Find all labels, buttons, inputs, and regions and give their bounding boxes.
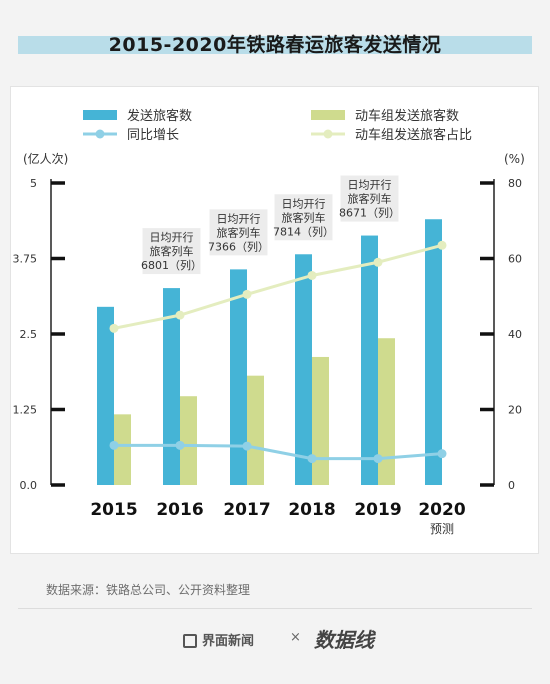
x-tick-label: 2019 bbox=[354, 500, 401, 520]
share-point bbox=[307, 270, 317, 280]
brand-icon bbox=[183, 634, 197, 648]
page-title: 2015-2020年铁路春运旅客发送情况 bbox=[108, 34, 442, 56]
annotation-text: 日均开行 bbox=[348, 179, 392, 192]
bar-total bbox=[295, 254, 312, 485]
legend-swatch bbox=[83, 110, 117, 120]
source-note: 数据来源：铁路总公司、公开资料整理 bbox=[46, 583, 251, 597]
footer-separator: × bbox=[290, 630, 301, 645]
share-point bbox=[242, 289, 252, 299]
footer: 界面新闻 × 数据线 bbox=[0, 624, 550, 658]
y-right-tick-label: 60 bbox=[508, 253, 522, 266]
bar-emu bbox=[247, 375, 264, 485]
share-point bbox=[437, 240, 447, 250]
legend-label: 发送旅客数 bbox=[127, 108, 192, 124]
annotation-text: 旅客列车 bbox=[282, 210, 326, 224]
x-tick-label: 2016 bbox=[156, 500, 203, 520]
title-band: 2015-2020年铁路春运旅客发送情况 bbox=[0, 30, 550, 58]
bar-emu bbox=[378, 338, 395, 485]
bar-emu bbox=[180, 396, 197, 485]
x-tick-label: 2015 bbox=[90, 500, 137, 520]
legend-label: 动车组发送旅客数 bbox=[355, 108, 459, 124]
share-point bbox=[109, 323, 119, 333]
annotation-text: 旅客列车 bbox=[150, 244, 194, 258]
annotation-text: 旅客列车 bbox=[348, 192, 392, 206]
y-right-tick-label: 20 bbox=[508, 404, 522, 417]
y-right-tick-label: 80 bbox=[508, 177, 522, 190]
bar-emu bbox=[114, 414, 131, 485]
x-tick-label: 2020 bbox=[418, 500, 465, 520]
title-stripe bbox=[18, 36, 532, 54]
growth-point bbox=[437, 449, 447, 459]
annotation-box bbox=[340, 175, 399, 222]
bar-total bbox=[425, 219, 442, 486]
y-left-tick-label: 1.25 bbox=[13, 404, 38, 417]
y-right-tick-label: 40 bbox=[508, 328, 522, 341]
bar-total bbox=[361, 235, 378, 485]
x-tick-note: 预测 bbox=[430, 522, 454, 536]
growth-point bbox=[373, 454, 383, 464]
y-left-tick-label: 3.75 bbox=[13, 253, 38, 266]
bar-total bbox=[230, 269, 247, 485]
y-left-unit: (亿人次) bbox=[23, 151, 68, 166]
annotation-text: 日均开行 bbox=[150, 231, 194, 244]
growth-point bbox=[109, 440, 119, 450]
annotation-text: 日均开行 bbox=[282, 197, 326, 210]
share-point bbox=[175, 310, 185, 320]
annotation-box bbox=[274, 194, 333, 241]
legend-swatch bbox=[311, 110, 345, 120]
y-left-tick-label: 2.5 bbox=[20, 328, 38, 341]
annotation-text: 旅客列车 bbox=[217, 225, 261, 239]
annotation-text: 8671（列） bbox=[339, 206, 400, 220]
bar-total bbox=[163, 288, 180, 485]
bar-emu bbox=[312, 356, 329, 485]
footer-divider bbox=[18, 608, 532, 609]
annotation-text: 6801（列） bbox=[141, 258, 202, 272]
growth-line bbox=[114, 443, 443, 461]
annotation-box bbox=[142, 228, 201, 275]
y-left-tick-label: 5 bbox=[30, 177, 37, 190]
growth-point bbox=[307, 454, 317, 464]
share-line bbox=[113, 243, 443, 330]
growth-point bbox=[175, 440, 185, 450]
legend-marker bbox=[95, 129, 105, 139]
annotation-box bbox=[209, 209, 268, 256]
y-left-tick-label: 0.0 bbox=[20, 479, 38, 492]
y-right-tick-label: 0 bbox=[508, 479, 515, 492]
legend-label: 动车组发送旅客占比 bbox=[355, 127, 472, 143]
x-tick-label: 2017 bbox=[223, 500, 270, 520]
y-right-unit: (%) bbox=[504, 152, 525, 166]
brand-logo: 界面新闻 bbox=[183, 630, 254, 649]
legend-marker bbox=[323, 129, 333, 139]
legend-label: 同比增长 bbox=[127, 128, 179, 143]
annotation-text: 日均开行 bbox=[217, 212, 261, 225]
annotation-text: 7814（列） bbox=[273, 224, 334, 238]
growth-point bbox=[242, 441, 252, 451]
brand-name: 界面新闻 bbox=[202, 634, 255, 649]
share-point bbox=[373, 257, 383, 267]
chart-frame: 发送旅客数 动车组发送旅客数同比增长 动车组发送旅客占比 (亿人次) (%) 5 3.75 2… bbox=[10, 86, 539, 554]
annotation-text: 7366（列） bbox=[208, 239, 269, 253]
bar-total bbox=[97, 306, 114, 485]
partner-logo: 数据线 bbox=[314, 628, 374, 652]
x-tick-label: 2018 bbox=[288, 500, 335, 520]
